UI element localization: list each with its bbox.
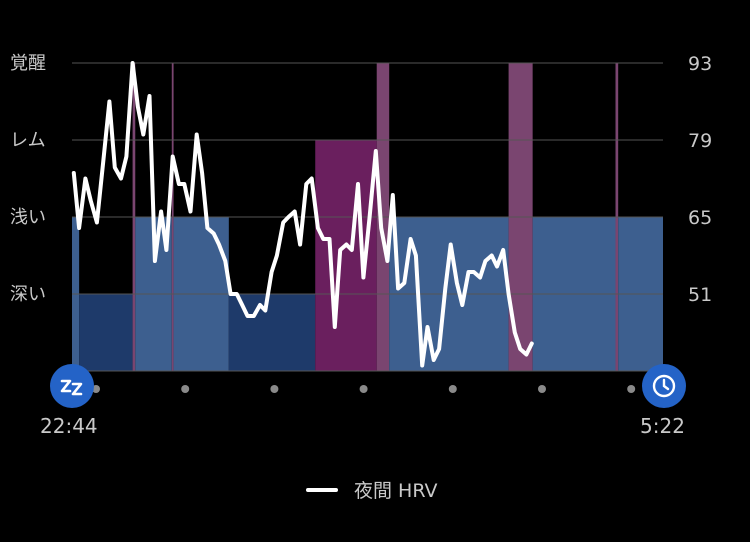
y-tick-label: 79 — [688, 130, 712, 152]
sleep-start-icon — [50, 364, 94, 408]
hrv-line — [71, 61, 534, 368]
legend: 夜間 HRV — [306, 476, 438, 503]
y-tick-label: 51 — [688, 284, 712, 306]
time-end-label: 5:22 — [640, 414, 685, 438]
y-tick-label: 93 — [688, 53, 712, 75]
clock-icon — [652, 374, 676, 398]
legend-label: 夜間 HRV — [354, 480, 438, 502]
time-axis-dots — [92, 385, 636, 393]
time-dot — [359, 385, 368, 393]
stage-label: 覚醒 — [10, 53, 46, 74]
stage-label: レム — [10, 130, 46, 151]
time-dot — [181, 385, 190, 393]
stage-band-deep — [79, 294, 133, 371]
time-dot — [92, 385, 100, 393]
stage-label: 深い — [10, 284, 46, 305]
stage-label: 浅い — [10, 207, 46, 228]
legend-line-swatch — [306, 487, 338, 492]
wake-time-icon — [642, 364, 686, 408]
time-dot — [538, 385, 546, 393]
y-tick-label: 65 — [688, 207, 712, 229]
time-start-label: 22:44 — [40, 414, 98, 438]
zz-icon — [60, 379, 83, 396]
time-dot — [627, 385, 636, 393]
time-dot — [448, 385, 457, 393]
time-dot — [270, 385, 279, 393]
y-axis-ticks: 93 79 65 51 — [688, 53, 712, 306]
